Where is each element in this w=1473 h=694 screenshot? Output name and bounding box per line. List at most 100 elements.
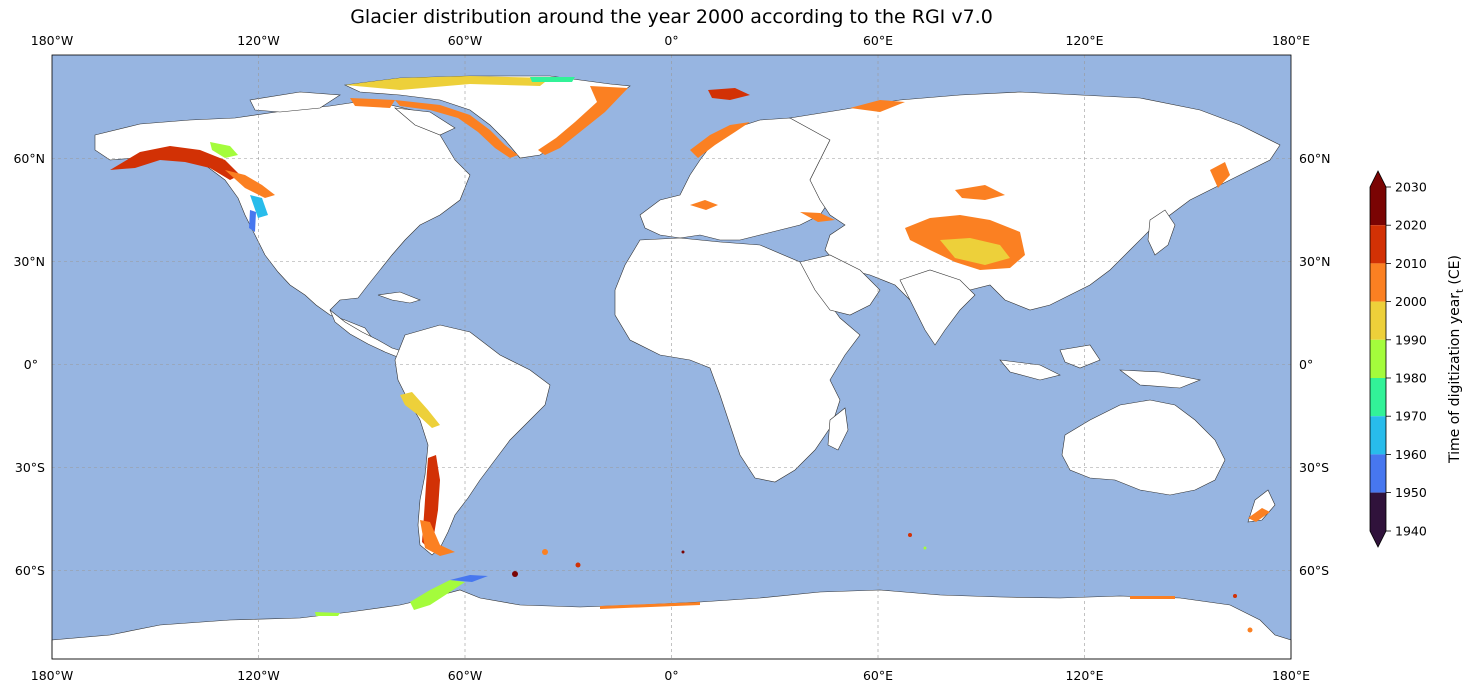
colorbar-segment <box>1370 378 1386 417</box>
colorbar-label: Time of digitization yeart (CE) <box>1447 255 1466 464</box>
map-border <box>51 54 1292 660</box>
lon-tick-bottom: 60°E <box>863 668 893 683</box>
glacier-balleny <box>1233 594 1237 598</box>
glacier-western-canada <box>210 142 238 158</box>
glacier-rockies <box>250 195 268 218</box>
glacier-ross <box>1247 627 1253 633</box>
glacier-new-zealand <box>1248 508 1270 522</box>
map-axes <box>51 54 1292 660</box>
lat-tick-right: 30°S <box>1299 460 1329 475</box>
colorbar-tick-label: 2010 <box>1395 256 1427 271</box>
lon-tick-top: 0° <box>664 33 678 48</box>
lon-tick-bottom: 180°E <box>1272 668 1310 683</box>
glacier-greenland-west <box>395 100 518 158</box>
glacier-south-georgia <box>542 549 548 555</box>
glacier-bouvet <box>681 550 685 554</box>
lat-tick-left: 30°S <box>15 460 45 475</box>
glacier-south-orkney <box>512 571 518 577</box>
glacier-scandinavia <box>690 122 750 158</box>
colorbar-tick-label: 1990 <box>1395 332 1427 347</box>
glacier-arctic-canada <box>350 98 395 108</box>
glacier-antarctic-margin <box>600 602 700 609</box>
colorbar-tick-label: 1940 <box>1395 524 1427 539</box>
lon-tick-bottom: 0° <box>664 668 678 683</box>
lat-tick-left: 0° <box>24 357 38 372</box>
glacier-kamchatka <box>1210 162 1230 188</box>
glacier-regions <box>110 76 1270 633</box>
lon-tick-bottom: 120°W <box>237 668 279 683</box>
colorbar: 2030 2020 2010 2000 1990 1980 1970 1960 … <box>1369 170 1466 548</box>
glacier-patagonia <box>420 520 455 556</box>
glacier-greenland-north <box>345 76 550 90</box>
glacier-tien-shan <box>955 185 1005 200</box>
colorbar-tick-label: 1950 <box>1395 485 1427 500</box>
lat-ticks-left: 60°N 30°N 0° 30°S 60°S <box>13 151 45 578</box>
land-masses <box>51 75 1292 660</box>
land-arctic-islands <box>249 91 341 113</box>
land-arabia <box>799 254 881 316</box>
glacier-kerguelen <box>908 533 912 537</box>
glacier-south-sandwich <box>575 562 581 568</box>
glacier-antarctic-peninsula-2 <box>450 575 488 582</box>
land-japan <box>1147 209 1176 256</box>
glacier-greenland-ne <box>530 77 575 82</box>
colorbar-segment <box>1370 187 1386 226</box>
gridlines <box>52 55 1291 659</box>
land-india <box>899 269 976 346</box>
glacier-alaska <box>110 146 240 180</box>
lat-tick-right: 0° <box>1299 357 1313 372</box>
colorbar-ticks <box>1386 186 1391 532</box>
colorbar-tick-label: 2000 <box>1395 294 1427 309</box>
glacier-cascades <box>249 210 256 232</box>
glacier-heard <box>923 546 927 550</box>
colorbar-tick-label: 2030 <box>1395 180 1427 195</box>
colorbar-extend-bottom <box>1370 531 1386 547</box>
lon-ticks-top: 180°W 120°W 60°W 0° 60°E 120°E 180°E <box>31 33 1310 48</box>
land-indonesia <box>999 344 1202 389</box>
lon-ticks-bottom: 180°W 120°W 60°W 0° 60°E 120°E 180°E <box>31 668 1310 683</box>
glacier-greenland-east <box>538 86 628 155</box>
land-cuba <box>377 291 421 304</box>
lon-tick-top: 120°E <box>1065 33 1103 48</box>
colorbar-segment <box>1370 225 1386 264</box>
colorbar-tick-label: 1970 <box>1395 409 1427 424</box>
glacier-antarctic-margin-west <box>315 612 340 616</box>
glacier-alaska-range <box>225 170 275 198</box>
land-baffin <box>394 107 456 136</box>
glacier-caucasus <box>800 212 835 222</box>
colorbar-tick-label: 1960 <box>1395 447 1427 462</box>
lat-tick-left: 60°S <box>15 563 45 578</box>
colorbar-segment <box>1370 339 1386 378</box>
glacier-antarctic-peninsula <box>410 580 465 610</box>
lon-tick-top: 180°E <box>1272 33 1310 48</box>
lat-tick-right: 60°S <box>1299 563 1329 578</box>
glacier-alps <box>690 200 718 210</box>
lat-tick-left: 60°N <box>13 151 45 166</box>
glacier-antarctic-margin-east <box>1130 596 1175 599</box>
glacier-russian-arctic <box>850 100 905 112</box>
lon-tick-top: 60°E <box>863 33 893 48</box>
colorbar-extend-top <box>1370 171 1386 187</box>
land-madagascar <box>827 407 849 451</box>
lat-tick-right: 60°N <box>1299 151 1331 166</box>
colorbar-segment <box>1370 416 1386 455</box>
lat-tick-left: 30°N <box>13 254 45 269</box>
lon-tick-bottom: 180°W <box>31 668 73 683</box>
lon-tick-top: 180°W <box>31 33 73 48</box>
glacier-svalbard <box>708 88 750 100</box>
colorbar-tick-label: 2020 <box>1395 218 1427 233</box>
lon-tick-top: 60°W <box>448 33 483 48</box>
lon-tick-bottom: 60°W <box>448 668 483 683</box>
land-australia <box>1061 399 1226 496</box>
lat-tick-right: 30°N <box>1299 254 1331 269</box>
map-title: Glacier distribution around the year 200… <box>350 6 993 28</box>
lon-tick-bottom: 120°E <box>1065 668 1103 683</box>
colorbar-segment <box>1370 301 1386 340</box>
lon-tick-top: 120°W <box>237 33 279 48</box>
colorbar-segment <box>1370 492 1386 531</box>
colorbar-tick-label: 1980 <box>1395 371 1427 386</box>
glacier-tibet <box>940 238 1010 265</box>
land-asia <box>789 91 1281 326</box>
colorbar-segment <box>1370 263 1386 302</box>
